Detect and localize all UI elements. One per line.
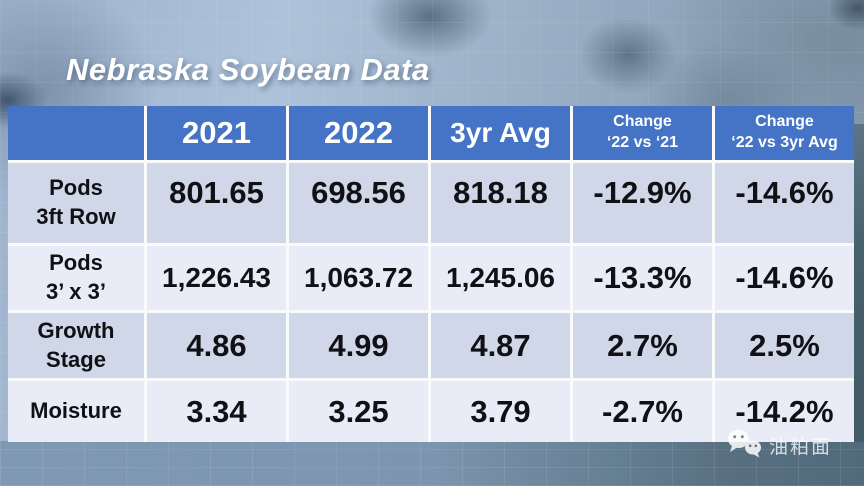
col-header-change-22-vs-3yr: Change ‘22 vs 3yr Avg xyxy=(715,106,854,160)
cell-moisture-change-21: -2.7% xyxy=(573,381,712,442)
cell-pods3ft-2021: 801.65 xyxy=(147,163,286,243)
cell-pods3x3-2021: 1,226.43 xyxy=(147,246,286,310)
watermark-text: 油粕面 xyxy=(769,437,833,458)
cell-moisture-2021: 3.34 xyxy=(147,381,286,442)
cell-pods3x3-change-3yr: -14.6% xyxy=(715,246,854,310)
cell-growth-2021: 4.86 xyxy=(147,313,286,378)
row-label-pods-3x3: Pods 3’ x 3’ xyxy=(8,246,144,310)
row-label-growth-stage: Growth Stage xyxy=(8,313,144,378)
page-title: Nebraska Soybean Data xyxy=(66,52,430,87)
cell-pods3x3-3yr-avg: 1,245.06 xyxy=(431,246,570,310)
cell-pods3ft-2022: 698.56 xyxy=(289,163,428,243)
cell-pods3ft-3yr-avg: 818.18 xyxy=(431,163,570,243)
cell-moisture-2022: 3.25 xyxy=(289,381,428,442)
row-label-moisture: Moisture xyxy=(8,381,144,442)
map-right-strip xyxy=(853,124,864,442)
soybean-data-table: 2021 2022 3yr Avg Change ‘22 vs ‘21 Chan… xyxy=(8,106,854,442)
watermark: 油粕面 xyxy=(726,428,832,463)
row-label-pods-3ft-row: Pods 3ft Row xyxy=(8,163,144,243)
cell-pods3ft-change-21: -12.9% xyxy=(573,163,712,243)
cell-growth-2022: 4.99 xyxy=(289,313,428,378)
cell-growth-change-21: 2.7% xyxy=(573,313,712,378)
cell-growth-3yr-avg: 4.87 xyxy=(431,313,570,378)
cell-pods3x3-change-21: -13.3% xyxy=(573,246,712,310)
col-header-3yr-avg: 3yr Avg xyxy=(431,106,570,160)
cell-pods3ft-change-3yr: -14.6% xyxy=(715,163,854,243)
map-bottom-band xyxy=(0,441,864,486)
col-header-blank xyxy=(8,106,144,160)
wechat-icon xyxy=(726,428,762,463)
col-header-2021: 2021 xyxy=(147,106,286,160)
cell-moisture-3yr-avg: 3.79 xyxy=(431,381,570,442)
cell-growth-change-3yr: 2.5% xyxy=(715,313,854,378)
col-header-2022: 2022 xyxy=(289,106,428,160)
cell-pods3x3-2022: 1,063.72 xyxy=(289,246,428,310)
col-header-change-22-vs-21: Change ‘22 vs ‘21 xyxy=(573,106,712,160)
